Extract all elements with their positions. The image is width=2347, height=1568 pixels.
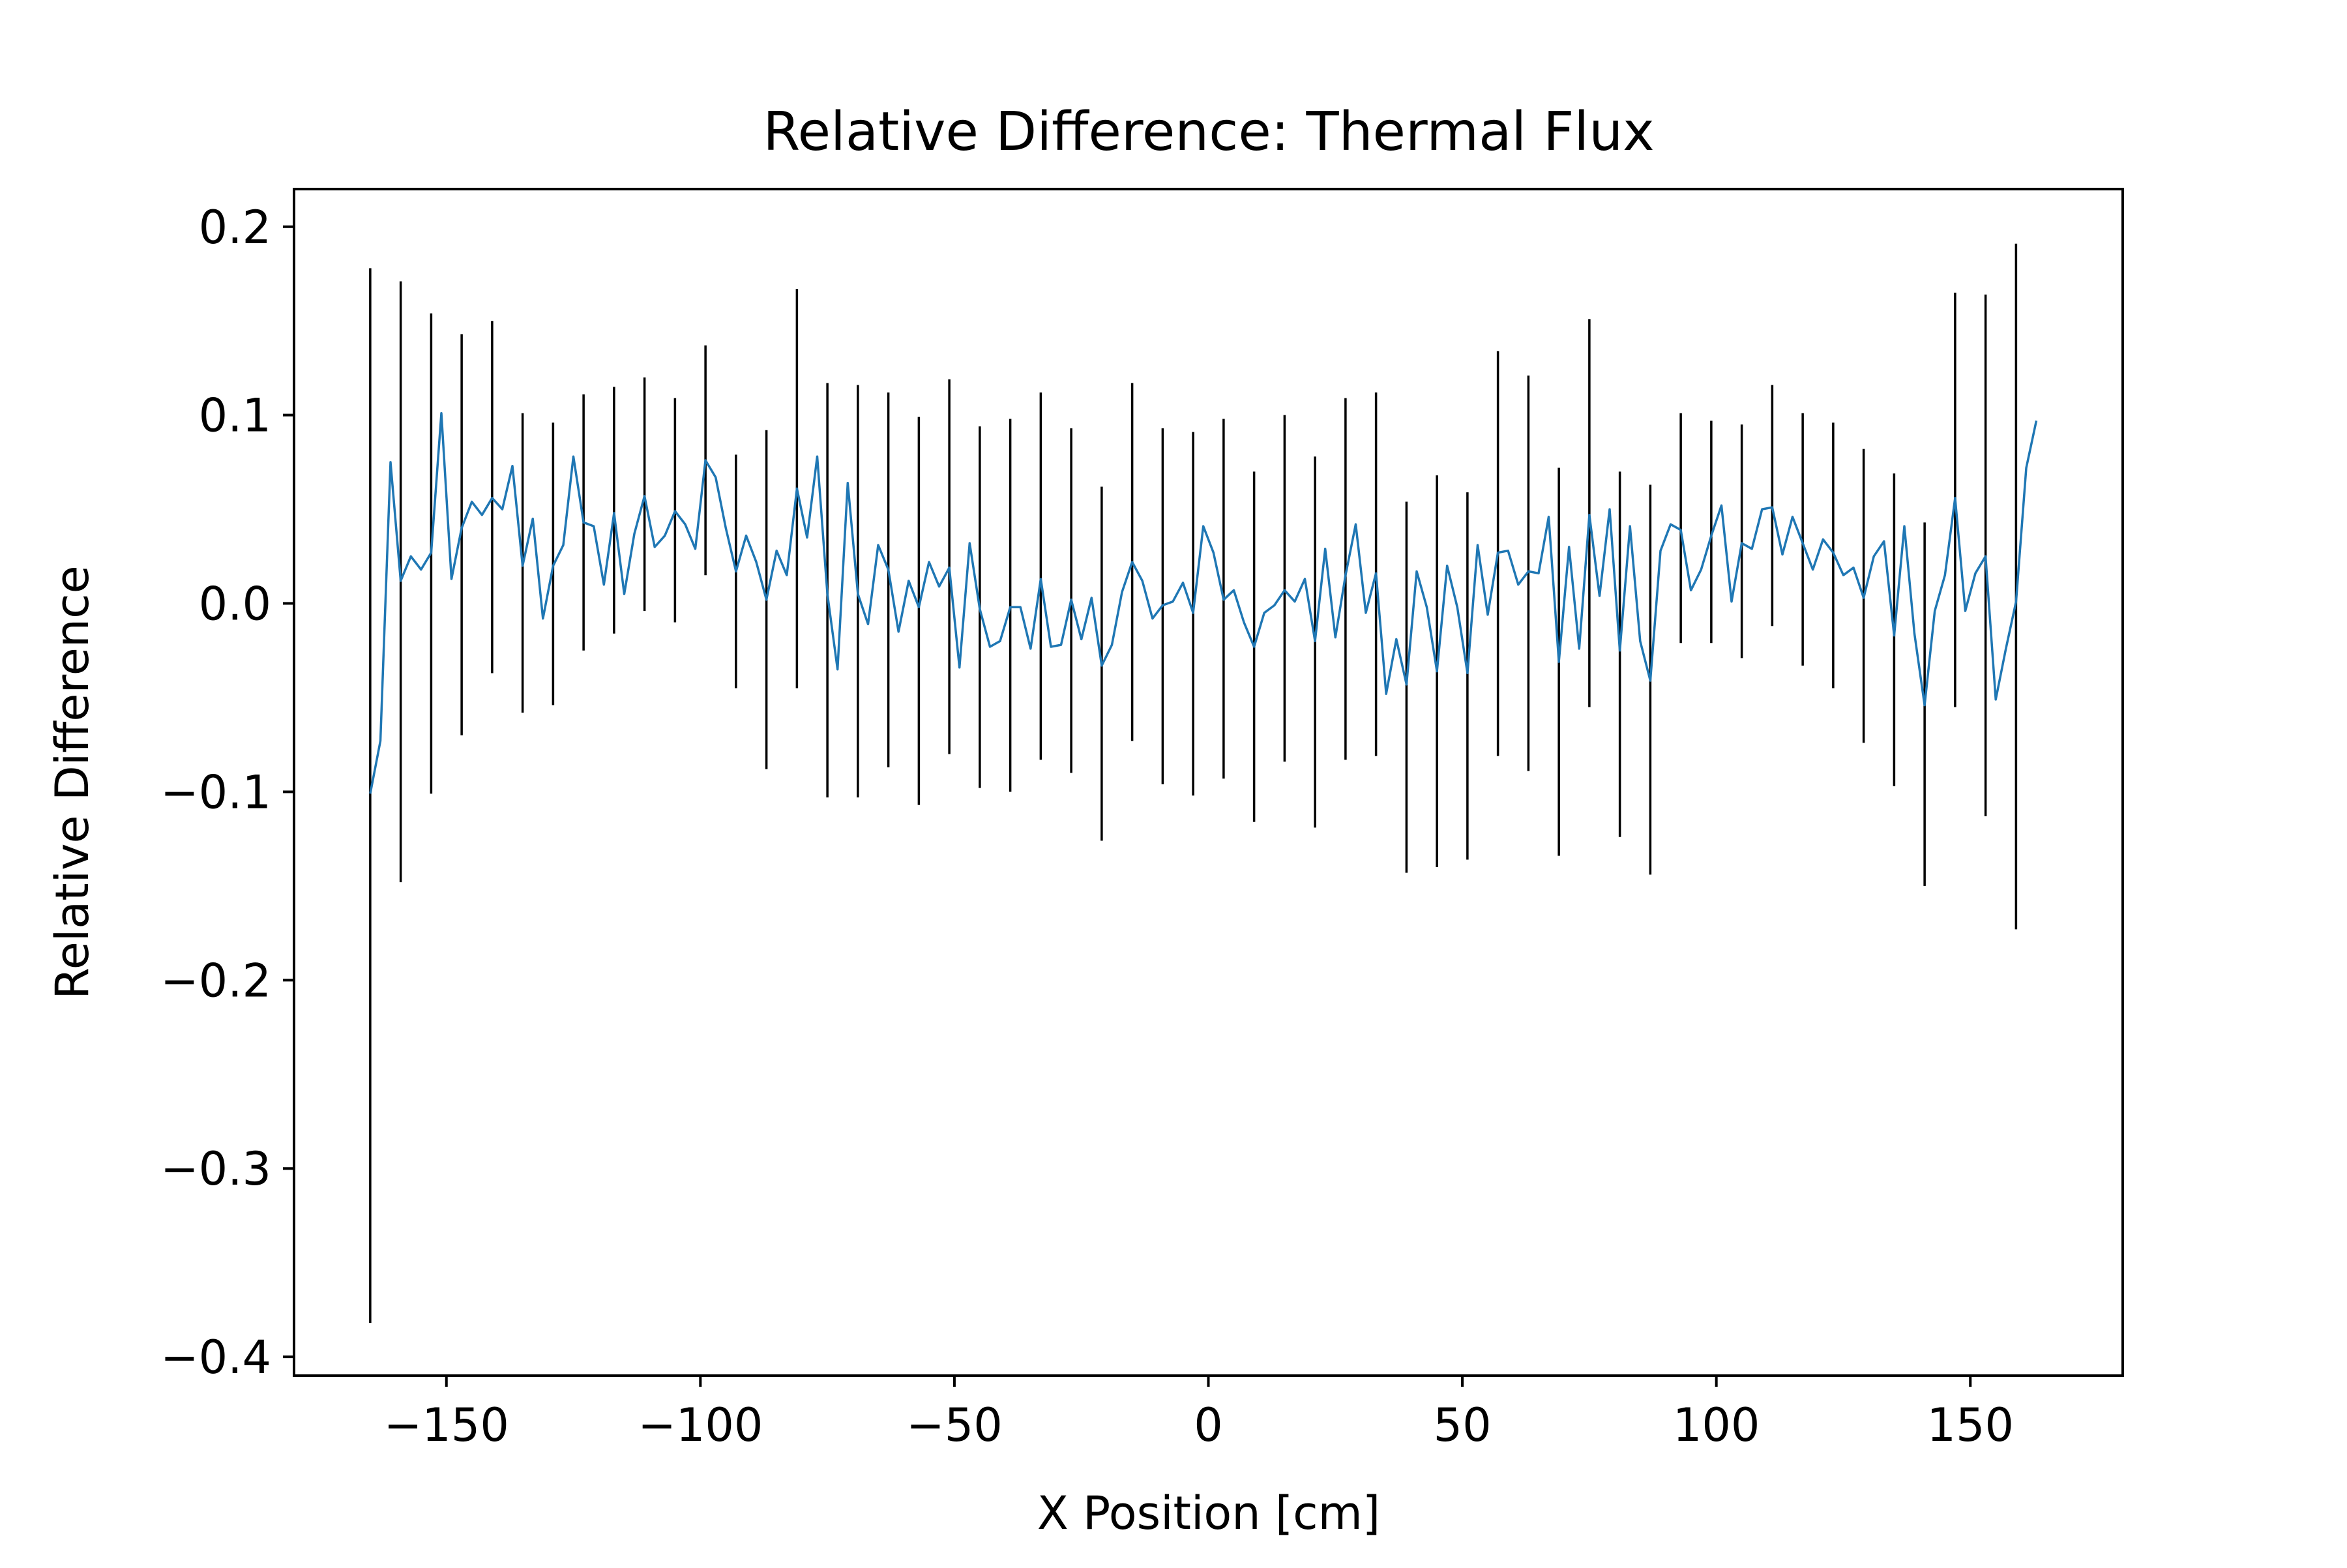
y-tick-label: −0.3 xyxy=(160,1142,271,1196)
x-tick-label: 0 xyxy=(1194,1398,1223,1452)
x-tick-label: −100 xyxy=(638,1398,763,1452)
y-axis-ticks: 0.2 0.1 0.0 −0.1 −0.2 −0.3 −0.4 xyxy=(160,201,294,1384)
x-axis-ticks: −150 −100 −50 0 50 100 150 xyxy=(384,1376,2014,1452)
y-tick-label: −0.2 xyxy=(160,954,271,1007)
y-tick-label: 0.1 xyxy=(199,389,271,443)
series-line-layer xyxy=(369,412,2038,794)
x-tick-label: −50 xyxy=(906,1398,1003,1452)
y-axis-label: Relative Difference xyxy=(46,565,99,999)
x-tick-label: 50 xyxy=(1434,1398,1492,1452)
x-axis-label: X Position [cm] xyxy=(1037,1487,1380,1540)
y-tick-label: −0.1 xyxy=(160,765,271,819)
y-tick-label: 0.2 xyxy=(199,201,271,254)
x-tick-label: 100 xyxy=(1673,1398,1760,1452)
series-line xyxy=(369,412,2038,794)
x-tick-label: 150 xyxy=(1926,1398,2014,1452)
x-tick-label: −150 xyxy=(384,1398,509,1452)
y-tick-label: 0.0 xyxy=(199,578,271,631)
chart-title: Relative Difference: Thermal Flux xyxy=(763,101,1654,163)
y-tick-label: −0.4 xyxy=(160,1331,271,1384)
